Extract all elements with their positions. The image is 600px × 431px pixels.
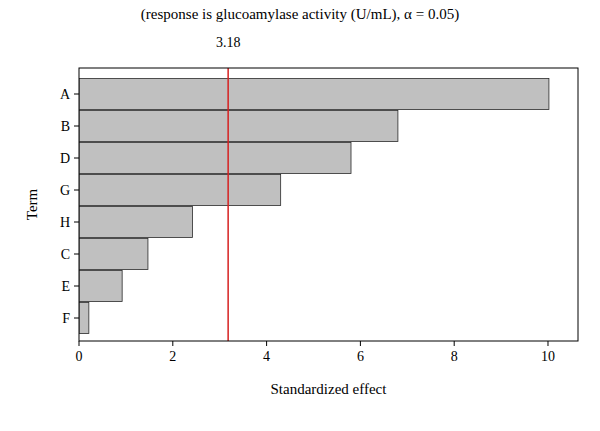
y-tick-label: D [60,151,70,166]
x-tick [266,341,267,346]
title: (response is glucoamylase activity (U/mL… [141,6,459,23]
y-tick [74,94,79,95]
x-tick-label: 0 [76,349,83,364]
y-tick-label: C [61,247,70,262]
x-tick [454,341,455,346]
y-tick-label: H [60,215,70,230]
reference-line [227,68,229,341]
y-tick-label: A [60,87,71,102]
y-tick [74,254,79,255]
y-tick [74,222,79,223]
y-tick [74,158,79,159]
bar [79,79,549,110]
x-tick-label: 4 [263,349,270,364]
chart-container: (response is glucoamylase activity (U/mL… [0,0,600,431]
bar [79,271,122,302]
x-tick [360,341,361,346]
y-tick-label: E [61,279,70,294]
x-tick-label: 10 [541,349,555,364]
x-tick-label: 6 [357,349,364,364]
x-tick [172,341,173,346]
x-tick [547,341,548,346]
plot-area [79,68,549,341]
x-tick [79,341,80,346]
y-tick-label: G [60,183,70,198]
y-tick [74,286,79,287]
plot-frame [79,68,578,341]
bar [79,111,398,142]
bar [79,175,281,206]
y-tick [74,318,79,319]
x-tick-label: 8 [451,349,458,364]
x-axis-label: Standardized effect [271,381,388,397]
y-tick [74,190,79,191]
y-tick-label: B [61,119,70,134]
y-axis-label: Term [24,188,40,220]
x-tick-label: 2 [169,349,176,364]
reference-label: 3.18 [216,35,241,50]
bar [79,303,89,334]
bar [79,239,148,270]
chart: (response is glucoamylase activity (U/mL… [0,0,600,431]
y-tick-label: F [62,311,70,326]
y-tick [74,126,79,127]
bar [79,143,351,174]
bar [79,207,192,238]
